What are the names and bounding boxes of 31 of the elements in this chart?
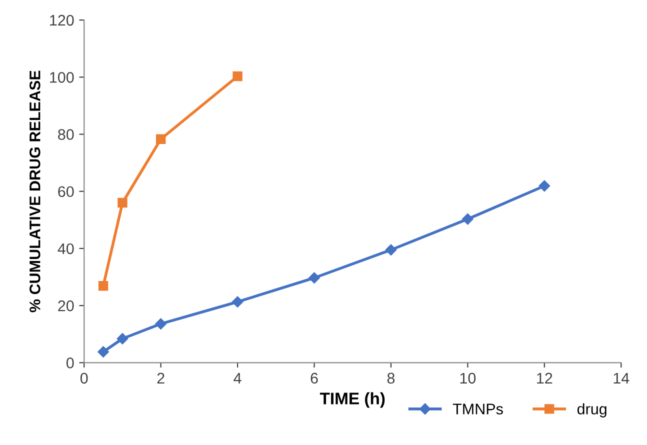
point: [98, 281, 108, 291]
legend-label: drug: [577, 403, 606, 418]
x-axis-title: TIME (h): [320, 392, 385, 408]
x-tick-label: 2: [157, 372, 164, 384]
point: [538, 180, 550, 192]
x-tick-label: 6: [310, 372, 318, 384]
x-tick-label: 8: [387, 372, 395, 384]
y-tick-label: 100: [50, 72, 74, 83]
y-tick-label: 80: [58, 129, 74, 140]
x-tick-label: 12: [537, 372, 552, 384]
point: [232, 296, 244, 308]
point: [156, 134, 166, 144]
y-tick-label: 60: [58, 186, 74, 198]
y-axis-title: % CUMULATIVE DRUG RELEASE: [30, 70, 40, 312]
x-tick-label: 10: [460, 372, 476, 384]
legend-label: TMNPs: [452, 404, 503, 414]
y-tick-label: 120: [50, 14, 74, 26]
point: [232, 71, 242, 82]
point: [155, 318, 166, 330]
point: [462, 213, 474, 225]
x-tick-label: 14: [614, 372, 630, 384]
x-tick-label: 4: [234, 372, 242, 384]
point: [118, 198, 128, 208]
point: [98, 346, 109, 358]
point: [308, 272, 320, 284]
y-tick-label: 0: [66, 358, 74, 368]
point: [385, 244, 397, 256]
point: [116, 333, 128, 344]
y-tick-label: 40: [58, 243, 74, 254]
y-tick-label: 20: [58, 300, 74, 312]
x-tick-label: 0: [80, 372, 88, 384]
